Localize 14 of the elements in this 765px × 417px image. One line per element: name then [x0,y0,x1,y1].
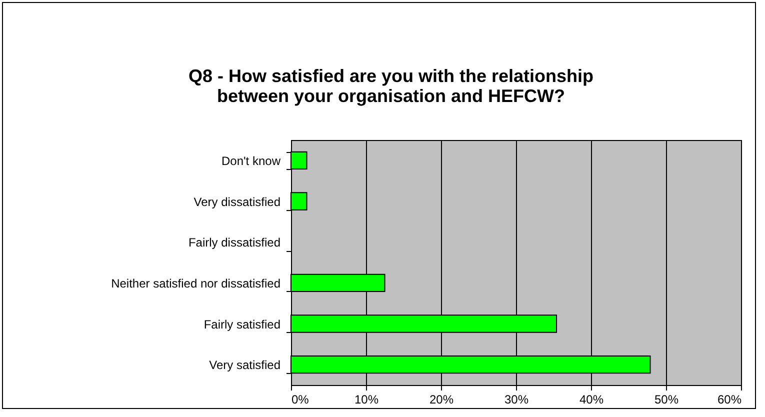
x-tick-label: 10% [354,392,379,406]
x-tick-label: 40% [579,392,604,406]
chart-title: Q8 - How satisfied are you with the relationship between your organisation and HEFCW? [188,66,594,106]
x-tick-label: 30% [504,392,529,406]
x-tick-label: 20% [429,392,454,406]
y-tick-label: Don't know [222,154,281,168]
x-tick-label: 60% [717,392,742,406]
y-tick-label: Fairly satisfied [204,317,280,332]
y-tick-label: Neither satisfied nor dissatisfied [111,276,280,290]
x-tick-label: 50% [654,392,679,406]
y-tick-label: Very satisfied [209,358,280,372]
y-tick-label: Fairly dissatisfied [188,236,280,250]
x-tick-label: 0% [292,392,310,406]
y-tick-label: Very dissatisfied [194,194,280,209]
